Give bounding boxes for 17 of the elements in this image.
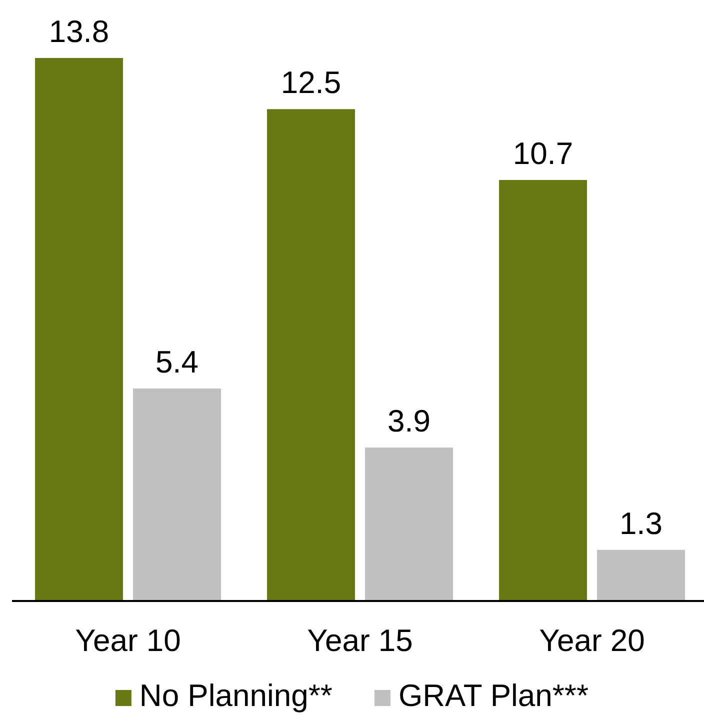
legend-label: No Planning** <box>139 678 332 713</box>
data-label: 3.9 <box>387 404 431 439</box>
bar <box>597 550 685 601</box>
bar <box>35 58 123 601</box>
data-label: 5.4 <box>155 344 199 380</box>
x-tick-label: Year 10 <box>75 623 181 658</box>
bar <box>133 388 221 601</box>
bar <box>267 109 355 601</box>
legend-label: GRAT Plan*** <box>398 678 589 713</box>
data-label: 10.7 <box>512 136 574 171</box>
bar <box>499 180 587 601</box>
data-label: 1.3 <box>619 506 663 541</box>
x-tick-label: Year 15 <box>307 623 413 658</box>
data-label: 12.5 <box>280 65 342 100</box>
bar <box>365 448 453 601</box>
data-label: 13.8 <box>48 14 110 49</box>
x-tick-label: Year 20 <box>539 623 645 658</box>
